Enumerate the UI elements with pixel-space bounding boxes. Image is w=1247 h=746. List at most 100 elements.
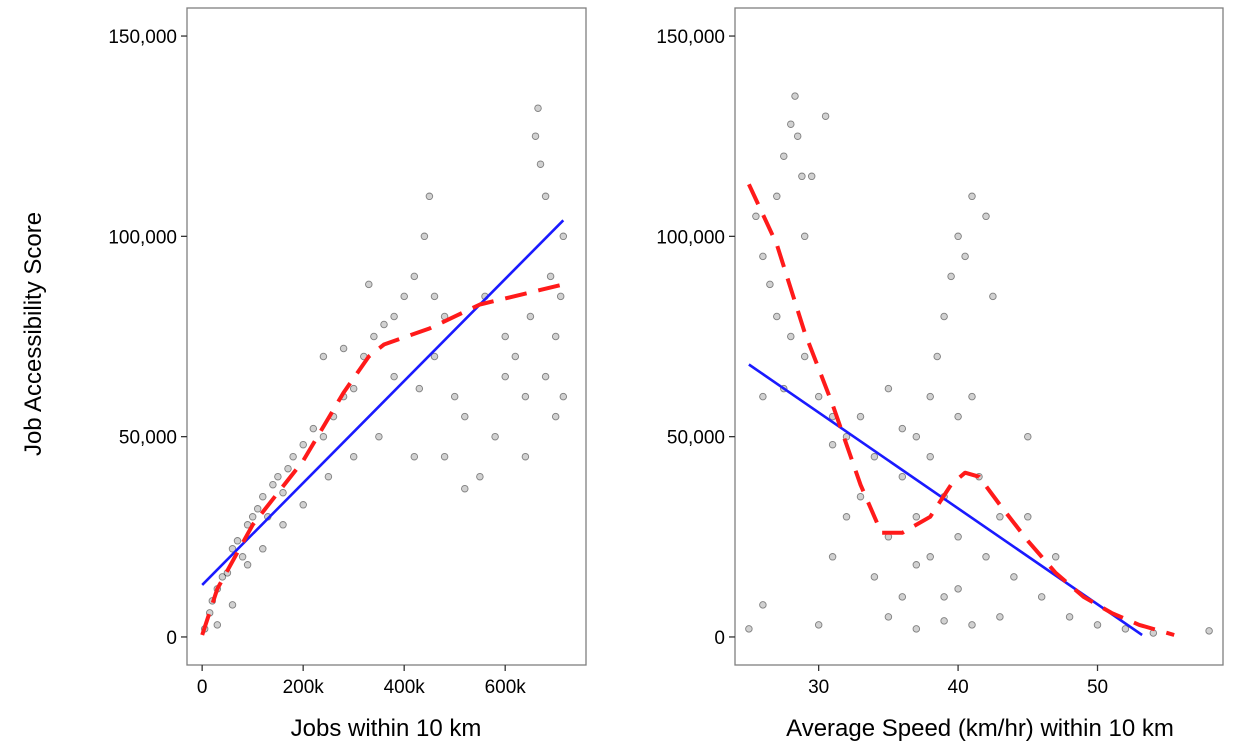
x-tick-label: 50 (1087, 677, 1108, 698)
data-point (349, 384, 358, 393)
data-point (759, 252, 767, 261)
data-point (800, 232, 809, 241)
data-point (982, 212, 990, 221)
panel-speed-marks (745, 92, 1213, 637)
data-point (752, 212, 760, 221)
data-point (821, 112, 830, 120)
data-point (954, 232, 962, 241)
x-tick-label: 30 (808, 677, 829, 698)
x-tick-label: 40 (948, 677, 969, 698)
data-point (375, 432, 383, 441)
data-point (556, 292, 565, 301)
data-point (390, 372, 398, 381)
panel-speed-ticks: 0 50,000 100,000 150,000 30 40 50 (656, 27, 1108, 698)
data-point (1065, 613, 1074, 621)
data-point (511, 352, 520, 361)
y-tick-label: 150,000 (656, 27, 725, 48)
data-point (996, 513, 1004, 521)
y-tick-label: 0 (714, 628, 725, 649)
data-point (380, 320, 388, 329)
data-point (954, 533, 962, 541)
data-point (228, 545, 237, 553)
data-point (531, 132, 540, 140)
data-point (248, 513, 257, 521)
data-point (814, 621, 823, 629)
x-axis-title-jobs: Jobs within 10 km (291, 715, 482, 742)
data-point (450, 392, 459, 401)
data-point (898, 472, 907, 481)
data-point (912, 625, 921, 633)
data-point (954, 585, 962, 593)
data-point (324, 472, 333, 481)
data-point (400, 292, 408, 301)
data-point (1051, 553, 1060, 561)
y-tick-label: 150,000 (108, 27, 177, 48)
data-point (390, 312, 398, 321)
data-point (926, 452, 934, 461)
data-point (926, 392, 934, 401)
data-point (968, 392, 976, 401)
data-point (884, 384, 893, 393)
data-point (461, 412, 469, 421)
y-axis-title: Job Accessibility Score (20, 212, 47, 456)
data-point (218, 573, 227, 581)
x-axis-title-speed: Average Speed (km/hr) within 10 km (786, 715, 1174, 742)
x-tick-label: 600k (485, 677, 527, 698)
data-point (546, 272, 555, 281)
data-point (319, 432, 328, 441)
data-point (365, 280, 373, 289)
data-point (284, 464, 292, 473)
data-point (420, 232, 429, 241)
data-point (773, 312, 781, 321)
data-point (536, 160, 545, 168)
data-point (773, 192, 781, 201)
data-point (828, 553, 837, 561)
data-point (269, 480, 277, 489)
data-point (856, 492, 865, 501)
x-tick-label: 200k (283, 677, 325, 698)
data-point (996, 613, 1004, 621)
data-point (299, 501, 307, 509)
panel-jobs: 0 50,000 100,000 150,000 0 200k 400k 600k Jobs … (108, 7, 587, 742)
data-point (989, 292, 997, 301)
data-point (798, 172, 806, 181)
data-point (551, 412, 560, 421)
data-point (541, 372, 550, 381)
y-tick-label: 100,000 (108, 227, 177, 248)
data-point (947, 272, 955, 281)
data-point (476, 472, 484, 481)
data-point (912, 432, 921, 441)
data-point (870, 452, 879, 461)
data-point (559, 232, 568, 241)
data-point (800, 352, 809, 361)
x-tick-label: 0 (197, 677, 208, 698)
data-point (793, 132, 802, 140)
smooth-fit-line (747, 183, 1175, 637)
y-tick-label: 100,000 (656, 227, 725, 248)
data-point (461, 484, 469, 493)
data-point (982, 553, 990, 561)
data-point (1024, 432, 1032, 441)
data-point (559, 392, 568, 401)
data-point (319, 352, 328, 361)
data-point (491, 432, 499, 441)
data-point (1205, 627, 1213, 635)
data-point (541, 192, 550, 201)
panel-jobs-marks (200, 104, 568, 636)
data-point (791, 92, 799, 100)
data-point (534, 104, 542, 112)
data-point (940, 617, 948, 625)
data-point (780, 152, 788, 160)
data-point (279, 521, 287, 529)
linear-fit-line (201, 219, 565, 586)
data-point (745, 625, 753, 633)
data-point (521, 392, 530, 401)
data-point (940, 312, 948, 321)
data-point (828, 440, 837, 449)
y-tick-label: 0 (166, 628, 177, 649)
panel-speed: 0 50,000 100,000 150,000 30 40 50 Average Spee… (656, 7, 1224, 742)
data-point (430, 352, 439, 361)
data-point (814, 392, 823, 401)
data-point (349, 452, 358, 461)
